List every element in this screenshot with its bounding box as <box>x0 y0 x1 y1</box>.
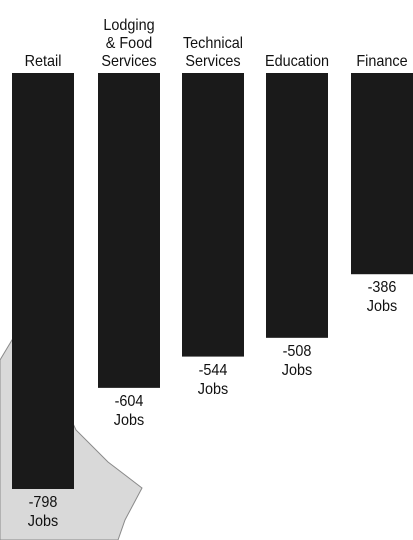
bars-group <box>12 73 413 489</box>
bar <box>266 73 328 338</box>
category-label: Services <box>185 53 241 70</box>
value-label: -798 <box>28 493 58 511</box>
category-label: Technical <box>182 35 244 52</box>
bar <box>12 73 74 489</box>
bar <box>351 73 413 275</box>
unit-label: Jobs <box>366 298 398 316</box>
unit-label: Jobs <box>113 411 145 429</box>
category-label: & Food <box>105 35 153 52</box>
category-label: Finance <box>356 53 408 70</box>
value-label: -386 <box>367 279 397 297</box>
value-label: -604 <box>114 392 144 410</box>
bar <box>98 73 160 388</box>
unit-label: Jobs <box>281 361 313 379</box>
category-label: Services <box>101 53 157 70</box>
unit-label: Jobs <box>197 380 229 398</box>
value-label: -544 <box>198 361 228 379</box>
unit-label: Jobs <box>27 512 59 530</box>
bar <box>182 73 244 357</box>
category-label: Lodging <box>103 17 155 34</box>
category-label: Retail <box>24 53 62 70</box>
category-label: Education <box>264 53 330 70</box>
value-label: -508 <box>282 342 312 360</box>
